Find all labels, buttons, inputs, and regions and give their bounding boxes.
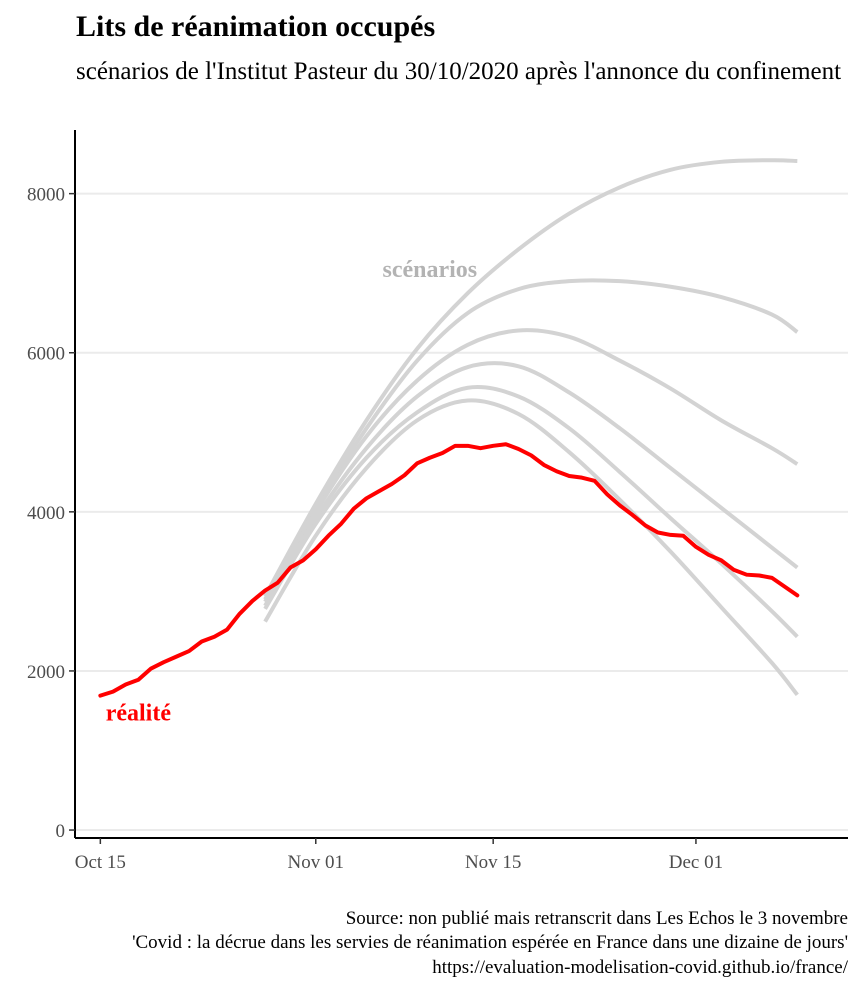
chart-title: Lits de réanimation occupés — [76, 10, 436, 43]
scenario-series-line — [263, 398, 799, 697]
scenario-series-line — [263, 328, 799, 603]
y-tick-label: 2000 — [27, 662, 65, 683]
y-tick-label: 0 — [56, 821, 66, 842]
x-tick-label: Dec 01 — [669, 852, 723, 873]
x-tick-label: Nov 15 — [465, 852, 521, 873]
scenario-series-line — [263, 385, 799, 639]
x-tick-label: Oct 15 — [75, 852, 126, 873]
chart-subtitle: scénarios de l'Institut Pasteur du 30/10… — [76, 58, 842, 85]
scenarios-annotation: scénarios — [382, 257, 477, 283]
caption-url: https://evaluation-modelisation-covid.gi… — [432, 957, 848, 978]
caption-article-title: 'Covid : la décrue dans les servies de r… — [132, 932, 848, 953]
reality-annotation: réalité — [106, 700, 172, 726]
scenario-series-line — [263, 278, 799, 601]
caption-source: Source: non publié mais retranscrit dans… — [345, 908, 848, 929]
reality-series-line — [98, 442, 800, 698]
scenario-series-line — [263, 361, 799, 607]
y-tick-label: 6000 — [27, 344, 65, 365]
x-tick-label: Nov 01 — [288, 852, 344, 873]
y-tick-label: 8000 — [27, 185, 65, 206]
scenario-series-line — [263, 158, 798, 598]
y-tick-label: 4000 — [27, 503, 65, 524]
